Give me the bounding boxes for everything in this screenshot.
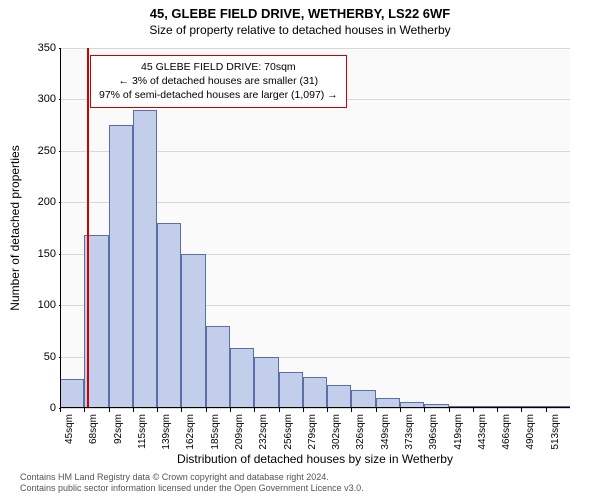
x-tick-mark bbox=[546, 408, 547, 412]
x-tick-label: 326sqm bbox=[355, 414, 366, 450]
x-tick-mark bbox=[60, 408, 61, 412]
x-tick-label: 68sqm bbox=[88, 414, 99, 444]
y-axis-label: Number of detached properties bbox=[8, 145, 22, 310]
x-tick-label: 279sqm bbox=[307, 414, 318, 450]
y-tick-label: 250 bbox=[38, 145, 56, 157]
x-tick-mark bbox=[376, 408, 377, 412]
x-tick-label: 162sqm bbox=[185, 414, 196, 450]
gridline bbox=[60, 48, 570, 49]
x-axis: 45sqm 68sqm 92sqm 115sqm 139sqm 162sqm 185sqm 2… bbox=[60, 408, 570, 458]
x-tick-mark bbox=[109, 408, 110, 412]
histogram-bar bbox=[206, 326, 230, 408]
footer-line-1: Contains HM Land Registry data © Crown c… bbox=[20, 472, 364, 483]
y-tick-label: 100 bbox=[38, 299, 56, 311]
property-marker-line bbox=[87, 48, 89, 408]
y-axis-line bbox=[60, 48, 61, 408]
histogram-bar bbox=[60, 379, 84, 408]
x-tick-mark bbox=[473, 408, 474, 412]
info-line-1: 45 GLEBE FIELD DRIVE: 70sqm bbox=[99, 60, 338, 74]
x-tick-label: 185sqm bbox=[210, 414, 221, 450]
x-tick-label: 396sqm bbox=[428, 414, 439, 450]
x-tick-mark bbox=[206, 408, 207, 412]
x-tick-label: 302sqm bbox=[331, 414, 342, 450]
x-tick-label: 443sqm bbox=[477, 414, 488, 450]
x-tick-mark bbox=[521, 408, 522, 412]
y-tick-label: 150 bbox=[38, 248, 56, 260]
x-tick-mark bbox=[351, 408, 352, 412]
x-tick-label: 256sqm bbox=[283, 414, 294, 450]
x-tick-mark bbox=[181, 408, 182, 412]
x-tick-label: 139sqm bbox=[161, 414, 172, 450]
histogram-bar bbox=[230, 348, 254, 408]
chart-container: 45, GLEBE FIELD DRIVE, WETHERBY, LS22 6W… bbox=[0, 0, 600, 500]
y-tick-label: 300 bbox=[38, 93, 56, 105]
histogram-bar bbox=[303, 377, 327, 408]
x-tick-mark bbox=[497, 408, 498, 412]
x-tick-mark bbox=[279, 408, 280, 412]
x-tick-label: 115sqm bbox=[137, 414, 148, 449]
x-tick-mark bbox=[254, 408, 255, 412]
x-axis-label: Distribution of detached houses by size … bbox=[60, 452, 570, 466]
y-tick-label: 350 bbox=[38, 42, 56, 54]
x-tick-label: 466sqm bbox=[501, 414, 512, 450]
histogram-bar bbox=[279, 372, 303, 408]
x-tick-label: 45sqm bbox=[64, 414, 75, 444]
histogram-bar bbox=[327, 385, 351, 408]
x-tick-label: 513sqm bbox=[550, 414, 561, 450]
x-tick-label: 373sqm bbox=[404, 414, 415, 450]
y-tick-label: 200 bbox=[38, 196, 56, 208]
x-tick-label: 232sqm bbox=[258, 414, 269, 450]
chart-subtitle: Size of property relative to detached ho… bbox=[0, 21, 600, 37]
x-tick-label: 419sqm bbox=[453, 414, 464, 450]
x-tick-mark bbox=[400, 408, 401, 412]
footer: Contains HM Land Registry data © Crown c… bbox=[20, 472, 364, 495]
info-line-3: 97% of semi-detached houses are larger (… bbox=[99, 88, 338, 102]
x-tick-mark bbox=[449, 408, 450, 412]
y-axis: 050100150200250300350 bbox=[40, 48, 60, 408]
histogram-bar bbox=[181, 254, 205, 408]
chart-title: 45, GLEBE FIELD DRIVE, WETHERBY, LS22 6W… bbox=[0, 0, 600, 21]
x-tick-label: 490sqm bbox=[525, 414, 536, 450]
x-tick-mark bbox=[303, 408, 304, 412]
x-tick-mark bbox=[157, 408, 158, 412]
histogram-bar bbox=[157, 223, 181, 408]
histogram-bar bbox=[133, 110, 157, 408]
x-tick-mark bbox=[84, 408, 85, 412]
footer-line-2: Contains public sector information licen… bbox=[20, 483, 364, 494]
x-tick-label: 209sqm bbox=[234, 414, 245, 450]
x-tick-mark bbox=[424, 408, 425, 412]
info-line-2: ← 3% of detached houses are smaller (31) bbox=[99, 74, 338, 88]
x-tick-mark bbox=[133, 408, 134, 412]
histogram-bar bbox=[109, 125, 133, 408]
x-tick-mark bbox=[327, 408, 328, 412]
y-tick-label: 50 bbox=[44, 351, 56, 363]
histogram-bar bbox=[254, 357, 278, 408]
y-tick-label: 0 bbox=[50, 402, 56, 414]
x-tick-label: 92sqm bbox=[113, 414, 124, 444]
x-tick-mark bbox=[230, 408, 231, 412]
histogram-bar bbox=[351, 390, 375, 409]
x-tick-label: 349sqm bbox=[380, 414, 391, 450]
info-box: 45 GLEBE FIELD DRIVE: 70sqm ← 3% of deta… bbox=[90, 55, 347, 108]
